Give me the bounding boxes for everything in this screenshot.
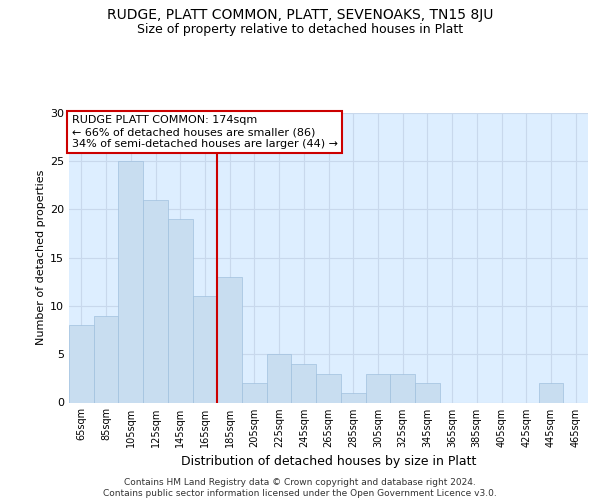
Bar bbox=[267, 354, 292, 403]
Bar bbox=[143, 200, 168, 402]
Bar bbox=[168, 219, 193, 402]
Bar bbox=[217, 277, 242, 402]
Bar bbox=[118, 161, 143, 402]
Bar bbox=[316, 374, 341, 402]
Bar bbox=[341, 393, 365, 402]
Bar bbox=[415, 383, 440, 402]
Bar bbox=[193, 296, 217, 403]
Bar bbox=[539, 383, 563, 402]
Text: RUDGE, PLATT COMMON, PLATT, SEVENOAKS, TN15 8JU: RUDGE, PLATT COMMON, PLATT, SEVENOAKS, T… bbox=[107, 8, 493, 22]
Bar bbox=[94, 316, 118, 402]
Bar bbox=[292, 364, 316, 403]
X-axis label: Distribution of detached houses by size in Platt: Distribution of detached houses by size … bbox=[181, 455, 476, 468]
Bar bbox=[69, 325, 94, 402]
Text: Contains HM Land Registry data © Crown copyright and database right 2024.
Contai: Contains HM Land Registry data © Crown c… bbox=[103, 478, 497, 498]
Bar bbox=[390, 374, 415, 402]
Text: RUDGE PLATT COMMON: 174sqm
← 66% of detached houses are smaller (86)
34% of semi: RUDGE PLATT COMMON: 174sqm ← 66% of deta… bbox=[71, 116, 338, 148]
Bar bbox=[365, 374, 390, 402]
Text: Size of property relative to detached houses in Platt: Size of property relative to detached ho… bbox=[137, 22, 463, 36]
Bar bbox=[242, 383, 267, 402]
Y-axis label: Number of detached properties: Number of detached properties bbox=[36, 170, 46, 345]
